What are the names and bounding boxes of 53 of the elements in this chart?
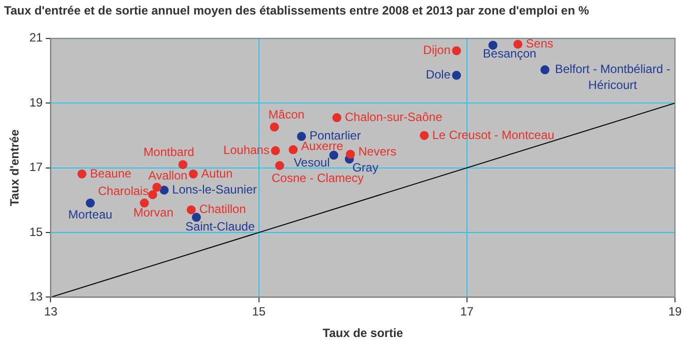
annotation: Mâcon (268, 107, 304, 122)
y-axis-title: Taux d'entrée (8, 129, 22, 206)
annotation: Morvan (133, 205, 174, 220)
x-axis-title: Taux de sortie (322, 326, 404, 340)
point (186, 205, 196, 214)
point (452, 46, 462, 56)
annotation: Dole (426, 68, 451, 82)
point (346, 150, 355, 159)
chart-title: Taux d'entrée et de sortie annuel moyen des établissements entre 2008 et 2013 par zone d'emploi en % (4, 4, 590, 18)
point (86, 198, 95, 208)
point (140, 198, 149, 208)
y-tick-label: 17 (29, 160, 44, 174)
x-tick-label: 13 (44, 304, 58, 319)
annotation: Chalon-sur-Saône (344, 110, 443, 124)
point (329, 150, 338, 160)
point (188, 169, 198, 178)
point (77, 169, 86, 178)
annotation: Charolais (98, 184, 149, 198)
point (420, 130, 429, 140)
annotation: Saint-Claude (185, 220, 256, 234)
point (270, 146, 280, 156)
x-tick-label: 17 (460, 304, 474, 319)
y-tick-label: 13 (29, 290, 44, 304)
annotation: Avallon (148, 168, 188, 183)
annotation: Cosne - Clamecy (272, 170, 364, 185)
annotation: Nevers (358, 144, 396, 159)
y-tick-label: 21 (29, 30, 44, 45)
y-tick-label: 19 (29, 95, 44, 110)
point (152, 182, 162, 192)
y-tick-label: 15 (29, 224, 44, 239)
x-tick-label: 15 (252, 304, 266, 319)
point (192, 212, 201, 222)
point (275, 161, 284, 170)
annotation: Montbard (144, 144, 194, 159)
x-tick-label: 19 (668, 304, 682, 319)
point (288, 145, 298, 154)
point (332, 113, 342, 122)
annotation: Autun (201, 166, 233, 180)
point (148, 190, 158, 200)
point (452, 70, 462, 80)
annotation: Dijon (423, 43, 451, 58)
annotation: Beaune (90, 166, 132, 180)
point (296, 132, 306, 141)
point (160, 186, 169, 195)
annotation: Morteau (68, 207, 112, 222)
point (270, 122, 279, 132)
annotation: Lons-le-Saunier (172, 182, 257, 196)
annotation: Belfort - Montbéliard - Héricourt (554, 62, 670, 92)
point (540, 65, 550, 74)
annotation: Vesoul (294, 155, 330, 170)
point (513, 40, 522, 49)
point (178, 160, 188, 170)
annotation: Chatillon (199, 202, 246, 216)
